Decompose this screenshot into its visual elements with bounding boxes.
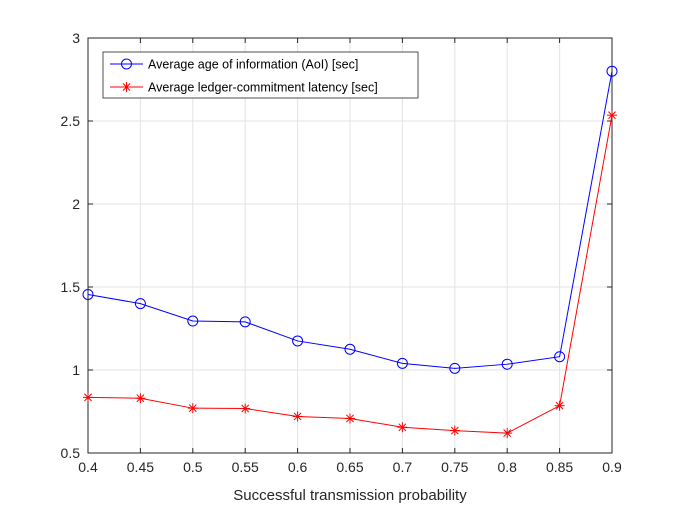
data-point-latency <box>607 110 617 121</box>
asterisk-stroke <box>503 429 512 438</box>
data-point-aoi <box>187 315 199 327</box>
y-tick-label: 0.5 <box>61 445 81 461</box>
legend-marker-latency <box>121 82 132 92</box>
asterisk-stroke <box>346 414 354 423</box>
legend-label-aoi: Average age of information (AoI) [sec] <box>148 58 358 72</box>
x-tick-label: 0.8 <box>497 459 517 475</box>
asterisk-stroke <box>84 393 92 402</box>
x-axis-label: Successful transmission probability <box>233 487 467 504</box>
data-point-latency <box>502 428 513 439</box>
asterisk-stroke <box>450 426 459 435</box>
x-tick-label: 0.4 <box>78 459 98 475</box>
data-point-aoi <box>449 362 461 374</box>
y-tick-label: 2 <box>72 196 80 212</box>
x-tick-label: 0.6 <box>288 459 308 475</box>
asterisk-stroke <box>136 394 145 403</box>
asterisk-stroke <box>608 111 616 120</box>
data-point-latency <box>292 411 303 422</box>
data-point-aoi <box>606 65 618 77</box>
y-tick-label: 1.5 <box>61 279 81 295</box>
asterisk-stroke <box>241 404 250 413</box>
legend-marker-aoi <box>121 58 132 70</box>
y-tick-label: 2.5 <box>61 113 81 129</box>
data-point-latency <box>554 400 565 411</box>
legend-label-latency: Average ledger-commitment latency [sec] <box>148 81 378 95</box>
x-tick-label: 0.65 <box>336 459 363 475</box>
data-point-aoi <box>82 288 94 300</box>
x-tick-label: 0.45 <box>127 459 154 475</box>
data-point-latency <box>240 403 251 414</box>
legend-box <box>102 51 419 99</box>
data-point-latency <box>397 422 408 433</box>
axis-ticks: 0.4 0.45 0.5 0.55 0.6 0.65 0.7 0.75 0.8 0.85 0.9 0.… <box>61 30 622 475</box>
x-tick-label: 0.55 <box>232 459 259 475</box>
series-latency <box>83 110 617 439</box>
asterisk-stroke <box>293 412 302 421</box>
data-point-latency <box>345 413 355 424</box>
data-point-latency <box>83 392 93 403</box>
series-layer <box>82 65 618 439</box>
grid-lines <box>88 38 612 453</box>
series-aoi <box>82 65 618 374</box>
asterisk-stroke <box>188 404 197 413</box>
asterisk-stroke <box>398 423 407 432</box>
y-tick-label: 1 <box>72 362 80 378</box>
data-point-aoi <box>292 335 304 347</box>
data-point-aoi <box>554 351 566 363</box>
x-tick-label: 0.5 <box>183 459 203 475</box>
legend: Average age of information (AoI) [sec] A… <box>102 51 419 99</box>
x-tick-label: 0.9 <box>602 459 622 475</box>
y-tick-label: 3 <box>72 30 80 46</box>
data-point-latency <box>449 425 460 436</box>
data-point-aoi <box>239 316 251 328</box>
data-point-aoi <box>396 357 408 369</box>
x-tick-label: 0.75 <box>441 459 468 475</box>
data-point-aoi <box>134 298 146 310</box>
asterisk-stroke <box>555 401 564 410</box>
data-point-latency <box>135 393 146 404</box>
data-point-aoi <box>344 343 356 355</box>
data-point-aoi <box>501 358 513 370</box>
x-tick-label: 0.85 <box>546 459 573 475</box>
x-tick-label: 0.7 <box>393 459 413 475</box>
series-line-aoi <box>87 71 613 369</box>
data-point-latency <box>187 403 198 414</box>
